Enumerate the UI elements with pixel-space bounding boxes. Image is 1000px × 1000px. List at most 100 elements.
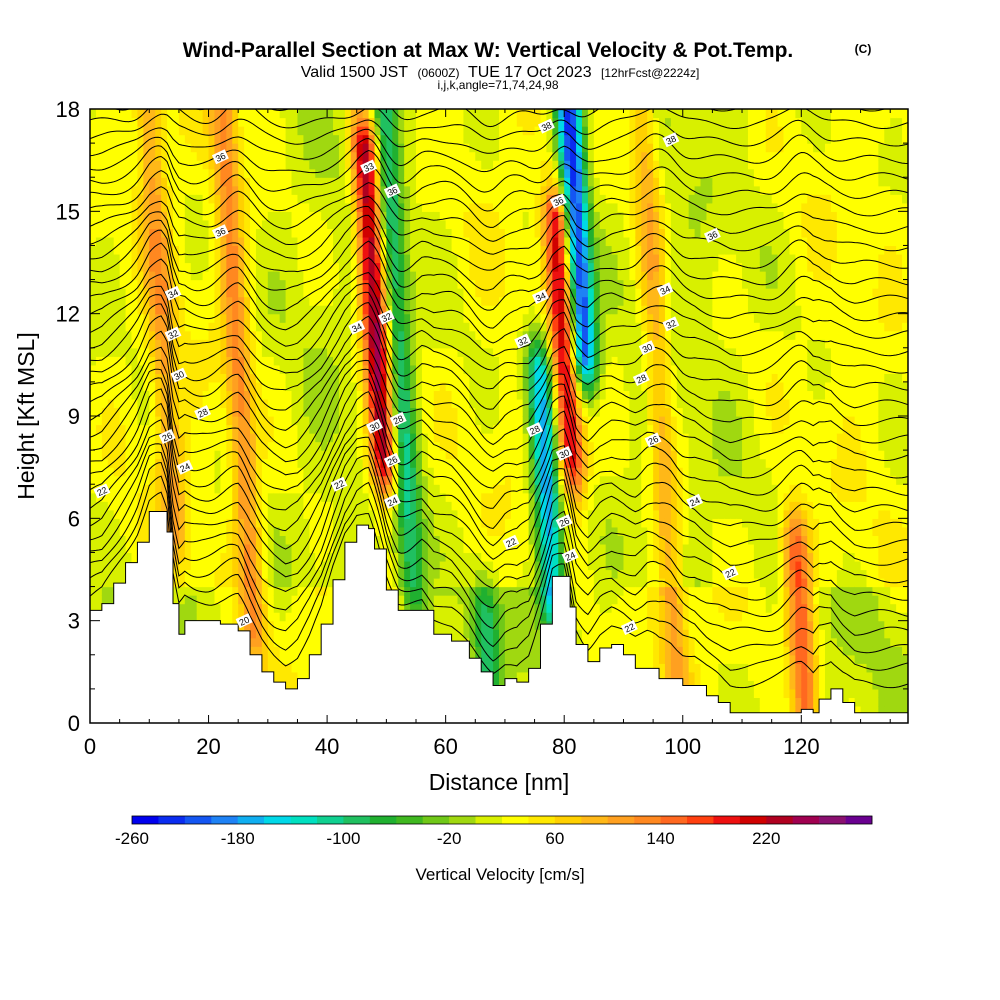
w-field-cell	[226, 381, 233, 392]
w-field-cell	[261, 177, 269, 187]
w-field-cell	[416, 262, 423, 272]
w-field-cell	[125, 509, 133, 519]
w-field-cell	[250, 236, 257, 247]
w-field-cell	[439, 305, 447, 315]
w-field-cell	[380, 364, 387, 374]
w-field-cell	[267, 219, 275, 229]
w-field-cell	[481, 160, 488, 170]
w-field-cell	[469, 398, 476, 409]
w-field-cell	[155, 134, 162, 144]
w-field-cell	[226, 322, 233, 332]
w-field-cell	[433, 305, 441, 315]
w-field-cell	[321, 143, 328, 153]
w-field-cell	[285, 518, 293, 528]
w-field-cell	[398, 271, 405, 281]
w-field-cell	[214, 450, 222, 460]
w-field-cell	[321, 424, 328, 434]
w-field-cell	[119, 526, 127, 536]
w-field-cell	[469, 501, 476, 511]
w-field-cell	[226, 578, 233, 588]
w-field-cell	[457, 228, 465, 238]
w-field-cell	[309, 526, 316, 536]
w-field-cell	[463, 441, 470, 451]
w-field-cell	[184, 168, 192, 178]
w-field-cell	[95, 475, 103, 485]
w-field-cell	[374, 279, 382, 289]
w-field-cell	[184, 117, 192, 127]
w-field-cell	[303, 160, 310, 170]
w-field-cell	[421, 151, 429, 161]
w-field-cell	[463, 552, 470, 562]
w-field-cell	[244, 373, 251, 383]
w-field-cell	[255, 228, 263, 238]
w-field-cell	[374, 313, 382, 323]
w-field-cell	[362, 305, 370, 315]
w-field-cell	[398, 509, 405, 519]
w-field-cell	[463, 620, 470, 630]
w-field-cell	[344, 322, 352, 332]
w-field-cell	[161, 236, 168, 247]
w-field-cell	[255, 416, 263, 426]
w-field-cell	[303, 117, 310, 127]
w-field-cell	[350, 518, 358, 528]
w-field-cell	[137, 407, 144, 417]
w-field-cell	[273, 126, 281, 136]
w-field-cell	[125, 202, 133, 212]
w-field-cell	[208, 407, 216, 417]
w-field-cell	[344, 262, 352, 272]
w-field-cell	[374, 526, 382, 536]
w-field-cell	[297, 586, 304, 596]
w-field-cell	[196, 373, 204, 383]
w-field-cell	[433, 271, 441, 281]
w-field-cell	[374, 347, 382, 357]
w-field-cell	[279, 373, 287, 383]
w-field-cell	[309, 134, 316, 144]
w-field-cell	[445, 407, 453, 417]
w-field-cell	[107, 390, 115, 400]
w-field-cell	[267, 109, 275, 119]
w-field-cell	[487, 492, 494, 502]
w-field-cell	[398, 168, 405, 178]
w-field-cell	[386, 160, 393, 170]
w-field-cell	[356, 347, 364, 357]
w-field-cell	[285, 117, 293, 127]
w-field-cell	[398, 526, 405, 536]
w-field-cell	[493, 671, 500, 681]
w-field-cell	[244, 185, 251, 195]
w-field-cell	[451, 279, 459, 289]
w-field-cell	[309, 569, 316, 579]
w-field-cell	[481, 245, 488, 255]
w-field-cell	[374, 253, 382, 264]
w-field-cell	[261, 288, 269, 298]
w-field-cell	[226, 253, 233, 264]
w-field-cell	[202, 253, 210, 264]
w-field-cell	[190, 177, 198, 187]
w-field-cell	[386, 484, 393, 494]
w-field-cell	[350, 253, 358, 264]
w-field-cell	[137, 109, 144, 119]
w-field-cell	[338, 279, 346, 289]
w-field-cell	[101, 151, 109, 161]
w-field-cell	[119, 245, 127, 255]
w-field-cell	[321, 509, 328, 519]
w-field-cell	[350, 160, 358, 170]
w-field-cell	[226, 177, 233, 187]
w-field-cell	[386, 407, 393, 417]
w-field-cell	[95, 134, 103, 144]
w-field-cell	[214, 177, 222, 187]
w-field-cell	[392, 433, 399, 443]
w-field-cell	[178, 262, 186, 272]
w-field-cell	[196, 117, 204, 127]
w-field-cell	[101, 518, 109, 528]
w-field-cell	[427, 535, 435, 545]
w-field-cell	[327, 117, 334, 127]
w-field-cell	[493, 228, 500, 238]
w-field-cell	[131, 211, 139, 221]
w-field-cell	[232, 271, 239, 281]
w-field-cell	[392, 543, 399, 554]
w-field-cell	[338, 433, 346, 443]
w-field-cell	[267, 475, 275, 485]
w-field-cell	[321, 177, 328, 187]
w-field-cell	[267, 296, 275, 306]
w-field-cell	[439, 441, 447, 451]
